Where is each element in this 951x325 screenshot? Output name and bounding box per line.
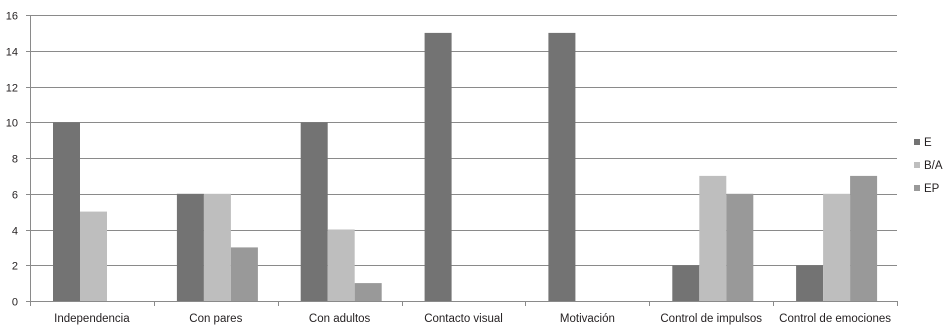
bar-e-1 — [176, 193, 204, 302]
bar-ep-1 — [230, 247, 258, 301]
y-tick-label-16: 16 — [6, 11, 18, 23]
bar-e-4 — [548, 32, 576, 302]
legend-label: E — [924, 137, 932, 149]
category-label: Con adultos — [309, 313, 371, 325]
y-tick-label-6: 6 — [12, 190, 18, 202]
y-tick-label-10: 10 — [6, 118, 18, 130]
legend-swatch-ep — [914, 185, 920, 191]
legend-swatch-ba — [914, 162, 920, 168]
category-label: Control de impulsos — [660, 313, 762, 325]
bar-ba-6 — [823, 193, 851, 302]
legend-label: EP — [924, 183, 940, 195]
y-tick-label-2: 2 — [12, 261, 18, 273]
category-label: Independencia — [54, 313, 130, 325]
bar-ep-5 — [726, 193, 754, 302]
y-tick-label-8: 8 — [12, 154, 18, 166]
bar-ba-2 — [327, 229, 355, 301]
bar-ep-2 — [354, 283, 382, 301]
legend-swatch-e — [914, 139, 920, 145]
legend: E B/A EP — [914, 137, 943, 195]
y-tick-label-12: 12 — [6, 83, 18, 95]
bar-ba-1 — [203, 193, 231, 302]
bar-ep-6 — [850, 175, 878, 301]
y-axis-ticks: 0 2 4 6 8 10 12 14 16 — [6, 11, 30, 309]
bar-e-3 — [424, 32, 452, 302]
legend-label: B/A — [924, 160, 943, 172]
bar-ba-5 — [699, 175, 727, 301]
bar-ba-0 — [80, 211, 107, 301]
y-tick-label-0: 0 — [12, 297, 18, 309]
category-label: Motivación — [560, 313, 615, 325]
gridlines — [30, 15, 897, 266]
bar-e-6 — [796, 265, 824, 302]
y-tick-label-4: 4 — [12, 226, 18, 238]
y-tick-label-14: 14 — [6, 47, 18, 59]
bar-e-0 — [53, 122, 80, 302]
category-label: Contacto visual — [424, 313, 503, 325]
category-label: Con pares — [189, 313, 242, 325]
bar-e-5 — [672, 265, 700, 302]
category-label: Control de emociones — [779, 313, 891, 325]
x-axis — [30, 15, 898, 306]
category-labels: Independencia Con pares Con adultos Contact… — [54, 313, 891, 325]
bars — [53, 32, 878, 302]
bar-e-2 — [300, 122, 328, 302]
